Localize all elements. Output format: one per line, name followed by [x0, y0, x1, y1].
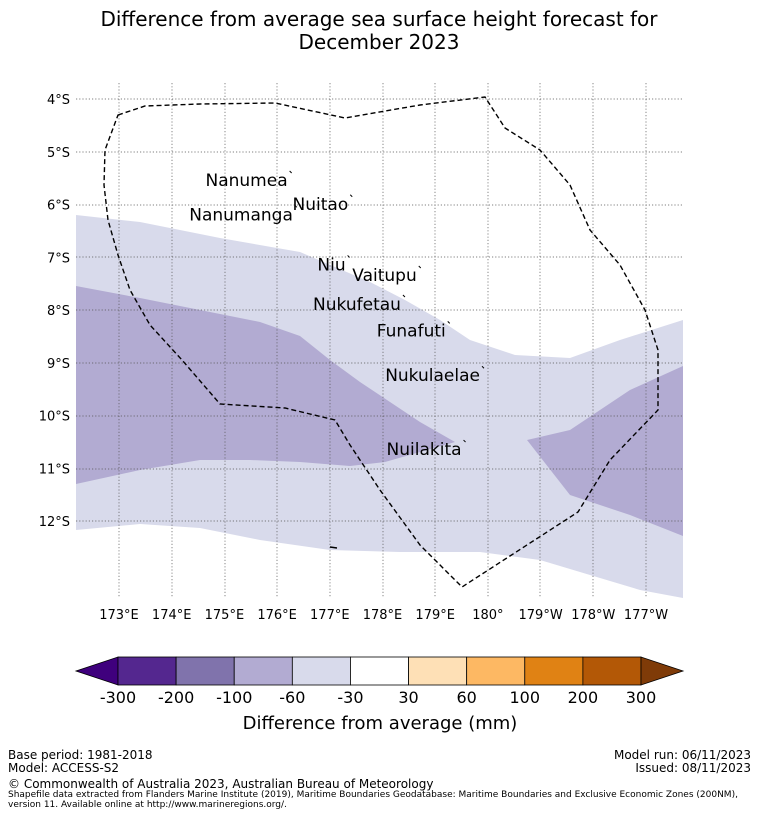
lon-tick-label: 179°W: [519, 608, 563, 623]
copyright: © Commonwealth of Australia 2023, Austra…: [8, 777, 434, 791]
anomaly-medium-region-east: [527, 366, 683, 536]
colorbar-segment: [524, 656, 584, 686]
colorbar-tick-label: 100: [510, 688, 541, 707]
lon-tick-label: 176°E: [257, 608, 297, 623]
colorbar-tick-label: -60: [279, 688, 305, 707]
colorbar-tick-label: 300: [626, 688, 657, 707]
lon-tick-label: 179°E: [415, 608, 455, 623]
title-line-2: December 2023: [298, 30, 460, 54]
lon-tick-label: 180°: [472, 608, 503, 623]
island-label: Nanumanga: [189, 205, 293, 225]
island-label: Nanumea: [206, 171, 288, 191]
footer-right: Model run: 06/11/2023 Issued: 08/11/2023: [614, 749, 751, 775]
island-label: Nuilakita: [387, 440, 462, 460]
colorbar-tick-label: -100: [216, 688, 252, 707]
island-marker: [447, 321, 451, 324]
title-line-1: Difference from average sea surface heig…: [100, 7, 658, 31]
colorbar-segment: [291, 656, 351, 686]
colorbar-segment: [175, 656, 235, 686]
colorbar-segment: [117, 656, 177, 686]
issued-date: Issued: 08/11/2023: [635, 761, 751, 775]
island-label: Vaitupu: [352, 266, 416, 286]
colorbar-tick-label: -30: [337, 688, 363, 707]
colorbar-tick-label: 60: [456, 688, 476, 707]
lon-tick-label: 177°E: [310, 608, 350, 623]
lon-tick-label: 174°E: [152, 608, 192, 623]
island-label: Nuitao: [293, 195, 349, 215]
shapefile-credit-line-1: Shapefile data extracted from Flanders M…: [8, 790, 738, 800]
lon-tick-label: 173°E: [99, 608, 139, 623]
lat-tick-label: 11°S: [39, 462, 70, 477]
colorbar-segment: [466, 656, 526, 686]
island-marker: [289, 170, 292, 174]
colorbar-segment: [350, 656, 409, 686]
colorbar-title: Difference from average (mm): [243, 713, 518, 734]
lon-tick-label: 178°E: [363, 608, 403, 623]
island-label: Niu: [317, 255, 345, 275]
lon-tick-label: 177°W: [624, 608, 668, 623]
colorbar-segment: [408, 656, 468, 686]
lat-tick-label: 4°S: [47, 93, 70, 108]
eez-boundary: [103, 96, 659, 588]
lat-labels: 4°S 5°S 6°S 7°S 8°S 9°S 10°S 11°S 12°S: [39, 93, 70, 530]
model-run: Model run: 06/11/2023: [613, 748, 751, 762]
base-period: Base period: 1981-2018: [8, 748, 153, 762]
footer-left: Base period: 1981-2018 Model: ACCESS-S2: [8, 749, 153, 775]
island-marker: [418, 265, 422, 269]
colorbar: -300 -200 -100 -60 -30 30 60 100 200 300 Differenc…: [74, 656, 685, 734]
island-marker: [402, 294, 406, 298]
lat-tick-label: 5°S: [47, 146, 70, 161]
lat-tick-label: 8°S: [47, 304, 70, 319]
island-marker: [347, 255, 350, 258]
colorbar-segment: [233, 656, 293, 686]
colorbar-tick-label: 30: [398, 688, 418, 707]
lon-tick-label: 178°W: [571, 608, 615, 623]
island-marker: [463, 439, 466, 443]
lat-tick-label: 10°S: [39, 410, 70, 425]
model-name: Model: ACCESS-S2: [8, 761, 120, 775]
island-label: Nukulaelae: [385, 366, 480, 386]
lat-tick-label: 9°S: [47, 357, 70, 372]
colorbar-tick-label: 200: [568, 688, 599, 707]
lon-labels: 173°E 174°E 175°E 176°E 177°E 178°E 179°E 180° 1…: [99, 608, 668, 623]
colorbar-tick-label: -200: [158, 688, 194, 707]
shapefile-credit-line-2: version 11. Available online at http://w…: [8, 800, 287, 810]
colorbar-segment: [582, 656, 642, 686]
anomaly-medium-region-west: [76, 286, 455, 484]
colorbar-tick-label: -300: [100, 688, 136, 707]
island-marker: [294, 204, 298, 208]
island-marker: [349, 194, 353, 198]
shapefile-credit: Shapefile data extracted from Flanders M…: [8, 790, 738, 810]
colorbar-extend-high: [640, 656, 685, 686]
island-label: Funafuti: [377, 321, 446, 341]
island-label: Nukufetau: [313, 295, 401, 315]
reef-mark: [329, 546, 338, 549]
lat-tick-label: 6°S: [47, 199, 70, 214]
chart-title: Difference from average sea surface heig…: [0, 8, 758, 54]
gridlines: [76, 83, 683, 598]
lat-tick-label: 7°S: [47, 251, 70, 266]
lat-tick-label: 12°S: [39, 515, 70, 530]
island-marker: [481, 365, 485, 369]
lon-tick-label: 175°E: [205, 608, 245, 623]
colorbar-extend-low: [74, 656, 119, 686]
